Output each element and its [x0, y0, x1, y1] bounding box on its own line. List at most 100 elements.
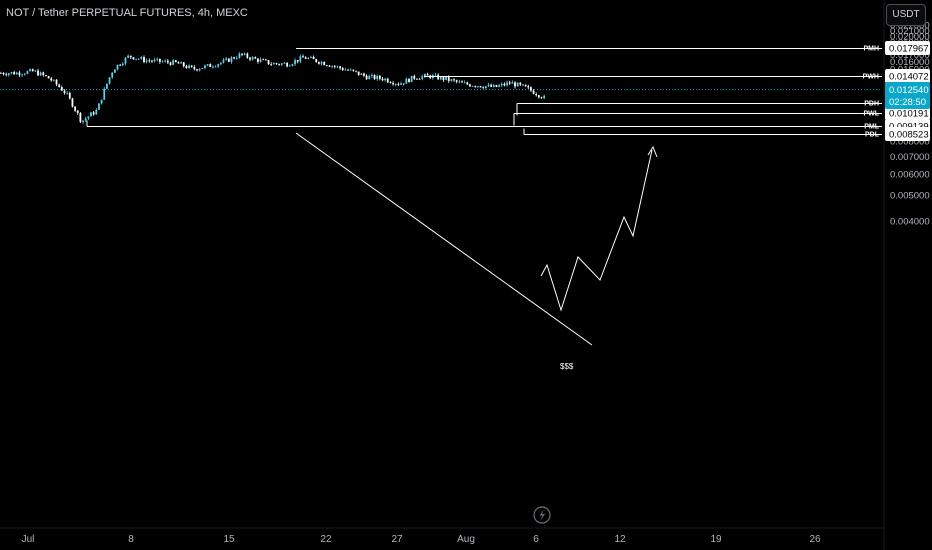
- candle: [10, 71, 13, 75]
- candle: [121, 62, 124, 67]
- candle: [0, 71, 2, 74]
- candle: [328, 65, 331, 67]
- time-axis[interactable]: Jul 8 15 22 27 Aug 6 12 19 26: [22, 534, 821, 545]
- candle: [50, 76, 53, 82]
- candle: [214, 65, 217, 68]
- level-tag-pdh: PDH: [864, 101, 879, 108]
- candle: [389, 81, 392, 84]
- candle: [63, 89, 66, 95]
- candle: [116, 64, 119, 71]
- candle: [196, 68, 198, 72]
- candle: [445, 76, 447, 81]
- candle: [5, 72, 8, 77]
- candle: [392, 80, 394, 86]
- time-tick-label: 27: [391, 534, 403, 545]
- candle: [267, 60, 270, 65]
- candle: [484, 86, 487, 90]
- candle: [7, 72, 10, 77]
- projection-path[interactable]: [540, 149, 653, 312]
- candle: [299, 54, 302, 64]
- candle: [506, 80, 508, 87]
- level-price-label: 0.010191: [889, 109, 929, 120]
- candle: [135, 58, 137, 61]
- candle: [424, 73, 426, 79]
- candle: [55, 78, 58, 87]
- candle: [2, 72, 5, 76]
- price-axis[interactable]: 0.0220000.0210000.0200000.0190000.017000…: [863, 0, 932, 550]
- candle: [426, 72, 429, 76]
- candle: [535, 92, 538, 97]
- time-tick-label: 19: [710, 534, 722, 545]
- candle: [280, 63, 283, 67]
- candle: [458, 79, 461, 84]
- candle: [58, 83, 61, 88]
- candle: [514, 81, 516, 89]
- trendline[interactable]: [295, 132, 593, 346]
- candle: [466, 81, 469, 86]
- candle: [519, 82, 522, 87]
- candle: [193, 65, 196, 71]
- candle: [522, 84, 524, 86]
- candle: [225, 56, 228, 61]
- candle: [524, 84, 527, 87]
- candle: [405, 77, 408, 84]
- candle: [503, 82, 506, 87]
- candle: [363, 72, 365, 77]
- candle: [373, 74, 376, 80]
- currency-button[interactable]: USDT: [886, 4, 926, 26]
- candle: [34, 69, 37, 72]
- time-tick-label: 12: [614, 534, 626, 545]
- candle: [143, 55, 145, 64]
- candle: [527, 84, 530, 90]
- candle: [217, 63, 220, 69]
- candle: [185, 64, 188, 69]
- time-tick-label: Jul: [22, 534, 35, 545]
- candle: [26, 70, 29, 75]
- level-price-label: 0.014072: [889, 72, 929, 83]
- candle: [360, 72, 363, 75]
- candle: [68, 91, 71, 100]
- candle: [79, 112, 82, 124]
- candle: [336, 65, 339, 69]
- candle: [543, 94, 546, 100]
- candle: [307, 57, 310, 60]
- level-price-box: [885, 69, 930, 83]
- candle: [124, 56, 127, 66]
- candle: [198, 68, 201, 72]
- candle: [320, 60, 323, 66]
- candle: [386, 77, 389, 83]
- candle: [490, 83, 493, 88]
- candle: [227, 58, 230, 63]
- candle: [434, 72, 437, 76]
- candle: [492, 83, 495, 88]
- candle: [508, 80, 511, 86]
- candle: [180, 61, 182, 64]
- price-tick-label: 0.004000: [890, 216, 930, 227]
- candle: [177, 61, 180, 64]
- candle: [23, 73, 26, 76]
- candle: [18, 70, 21, 78]
- candle: [450, 78, 453, 82]
- candle: [291, 63, 294, 67]
- candle: [148, 58, 151, 63]
- price-tick-label: 0.022000: [890, 21, 930, 32]
- level-price-box: [885, 127, 930, 141]
- time-tick-label: 22: [320, 534, 332, 545]
- candle: [272, 62, 275, 65]
- candle: [487, 82, 490, 88]
- candle: [344, 67, 347, 71]
- candle: [132, 57, 135, 60]
- lightning-icon[interactable]: [533, 506, 551, 524]
- candle: [355, 70, 357, 73]
- candle: [270, 62, 273, 67]
- candle: [238, 52, 241, 59]
- candle: [500, 82, 503, 88]
- level-price-label: 0.008523: [889, 130, 929, 141]
- candle: [384, 77, 387, 82]
- candle: [479, 86, 482, 88]
- candle: [159, 58, 161, 64]
- candle: [90, 111, 92, 117]
- candle: [169, 61, 172, 66]
- candle: [204, 64, 206, 70]
